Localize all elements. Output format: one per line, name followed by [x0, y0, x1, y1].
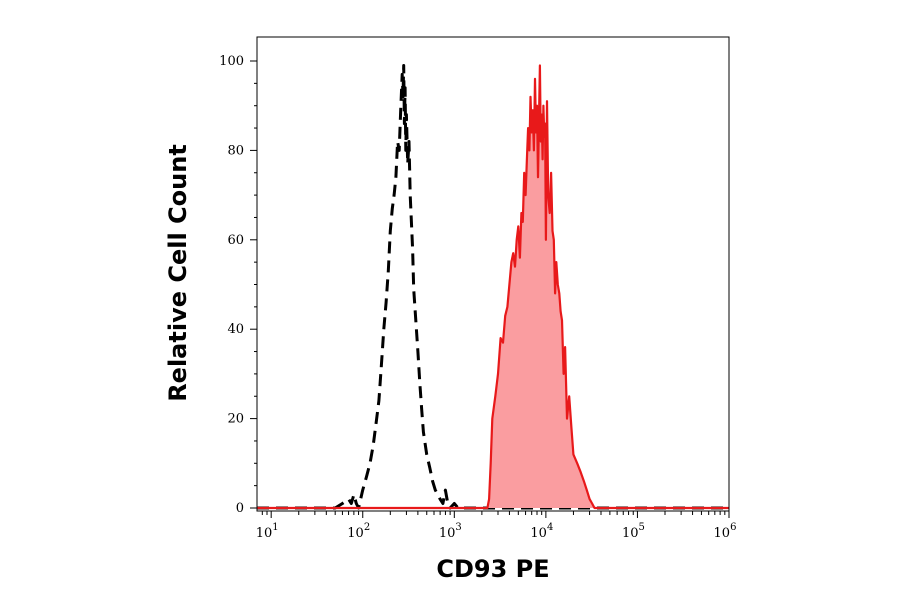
series-1-area [257, 65, 729, 508]
x-tick-label-100000: 105 [622, 522, 645, 541]
y-axis-title: Relative Cell Count [164, 144, 192, 402]
plot-frame [256, 36, 730, 512]
x-tick-label-1000: 103 [439, 522, 462, 541]
ticks-layer: 0 20 40 60 80 100 101 102 103 104 105 106 [219, 54, 736, 541]
y-tick-label-0: 0 [236, 501, 244, 516]
series-0-line [257, 64, 729, 510]
x-tick-label-100: 102 [347, 522, 370, 541]
x-tick-label-1000000: 106 [714, 522, 737, 541]
series-layer [257, 64, 729, 510]
x-axis-title: CD93 PE [436, 555, 549, 583]
y-tick-label-60: 60 [227, 233, 244, 248]
y-tick-label-40: 40 [227, 322, 244, 337]
series-1-line [257, 64, 729, 510]
y-tick-label-100: 100 [219, 54, 244, 69]
x-tick-label-10: 101 [256, 522, 279, 541]
y-tick-label-20: 20 [227, 412, 244, 427]
y-tick-label-80: 80 [227, 143, 244, 158]
x-tick-label-10000: 104 [530, 522, 553, 541]
